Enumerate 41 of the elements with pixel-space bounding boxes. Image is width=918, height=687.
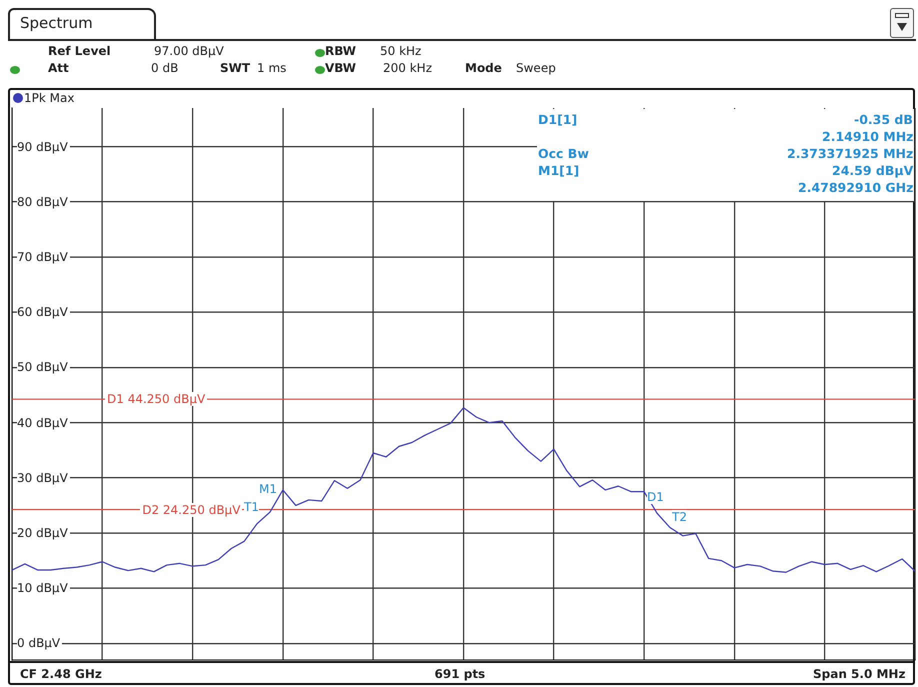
legend-label: 1Pk Max <box>24 91 74 105</box>
annotation: Occ Bw <box>538 146 589 161</box>
y-tick-label: 20 dBµV <box>17 526 70 540</box>
y-tick-label: 50 dBµV <box>17 360 70 374</box>
y-tick-label: 90 dBµV <box>17 140 70 154</box>
y-tick-label: 40 dBµV <box>17 416 70 430</box>
annotation: D1[1] <box>538 112 578 127</box>
ref-line-label: D1 44.250 dBµV <box>105 392 208 406</box>
text: 691 pts <box>434 667 486 681</box>
text: 1 ms <box>257 61 286 75</box>
text: 0 dB <box>151 61 178 75</box>
text: 50 kHz <box>380 44 422 58</box>
annotation: M1 <box>259 482 277 496</box>
y-tick-label: 70 dBµV <box>17 250 70 264</box>
text: Span 5.0 MHz <box>813 667 906 681</box>
text: VBW <box>325 61 356 75</box>
annotation: -0.35 dB <box>854 112 913 127</box>
annotation: 2.47892910 GHz <box>798 180 914 195</box>
annotation: 2.14910 MHz <box>822 129 914 144</box>
text: Mode <box>465 61 502 75</box>
text: 200 kHz <box>383 61 432 75</box>
text: RBW <box>325 44 356 58</box>
text: Ref Level <box>48 44 111 58</box>
annotation: T2 <box>672 510 687 524</box>
annotation: T1 <box>244 500 259 514</box>
ref-line-label: D2 24.250 dBµV <box>140 502 242 517</box>
y-tick-label: 60 dBµV <box>17 305 70 320</box>
annotation: 24.59 dBµV <box>832 163 914 178</box>
text: CF 2.48 GHz <box>20 667 102 681</box>
text: Att <box>48 61 69 75</box>
y-tick-label: 10 dBµV <box>17 581 70 596</box>
chart-title: Spectrum <box>20 14 93 32</box>
text: Sweep <box>516 61 556 75</box>
annotation: D1 <box>647 490 664 504</box>
annotation: M1[1] <box>538 163 580 178</box>
y-tick-label: 0 dBµV <box>17 636 62 650</box>
annotation: 2.373371925 MHz <box>787 146 914 161</box>
text: 97.00 dBµV <box>154 44 224 58</box>
y-tick-label: 80 dBµV <box>17 194 70 209</box>
y-tick-label: 30 dBµV <box>17 470 70 485</box>
text: SWT <box>220 61 250 75</box>
